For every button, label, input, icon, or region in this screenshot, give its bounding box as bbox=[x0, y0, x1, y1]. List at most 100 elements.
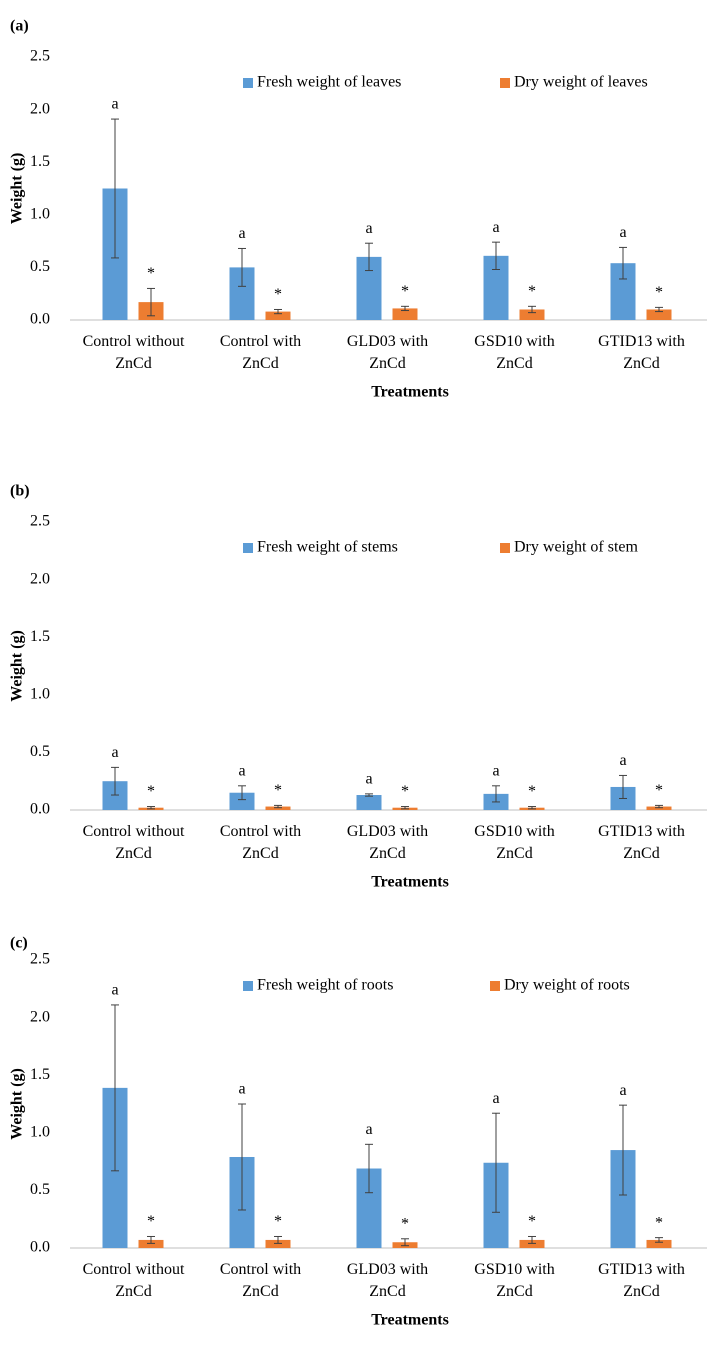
y-tick-label: 2.0 bbox=[30, 570, 50, 587]
significance-label: * bbox=[401, 783, 409, 800]
significance-label: * bbox=[147, 265, 155, 282]
x-axis-title: Treatments bbox=[371, 874, 449, 891]
significance-label: * bbox=[147, 783, 155, 800]
x-tick-line: ZnCd bbox=[623, 355, 659, 372]
x-tick-line: GLD03 with bbox=[347, 1261, 428, 1278]
x-tick-label: Control with ZnCd bbox=[220, 823, 301, 862]
x-tick-line: GTID13 with bbox=[598, 1261, 685, 1278]
x-axis-title: Treatments bbox=[371, 1312, 449, 1329]
y-tick-label: 1.0 bbox=[30, 1123, 50, 1140]
y-tick-label: 1.5 bbox=[30, 153, 50, 170]
x-axis-title: Treatments bbox=[371, 384, 449, 401]
significance-label: * bbox=[274, 782, 282, 799]
x-tick-line: ZnCd bbox=[242, 845, 278, 862]
y-tick-label: 0.5 bbox=[30, 1181, 50, 1198]
x-tick-line: ZnCd bbox=[115, 355, 151, 372]
y-tick-label: 1.5 bbox=[30, 1066, 50, 1083]
x-tick-line: GSD10 with bbox=[474, 823, 554, 840]
legend-label: Dry weight of roots bbox=[504, 977, 630, 994]
significance-label: * bbox=[528, 783, 536, 800]
significance-label: a bbox=[619, 224, 626, 241]
significance-label: a bbox=[492, 762, 499, 779]
x-tick-label: GLD03 with ZnCd bbox=[347, 1261, 428, 1300]
x-tick-line: Control with bbox=[220, 333, 301, 350]
significance-label: * bbox=[528, 283, 536, 300]
legend-label: Dry weight of stem bbox=[514, 539, 639, 556]
x-tick-line: GSD10 with bbox=[474, 333, 554, 350]
y-tick-label: 1.5 bbox=[30, 628, 50, 645]
x-tick-line: ZnCd bbox=[242, 355, 278, 372]
significance-label: * bbox=[274, 286, 282, 303]
significance-label: a bbox=[238, 762, 245, 779]
x-tick-label: GLD03 withZnCd bbox=[347, 333, 428, 372]
x-tick-line: GTID13 with bbox=[598, 333, 685, 350]
y-tick-label: 2.5 bbox=[30, 48, 50, 65]
significance-label: a bbox=[238, 1081, 245, 1098]
x-tick-label: GLD03 with ZnCd bbox=[347, 823, 428, 862]
bar bbox=[357, 795, 382, 810]
x-tick-label: GTID13 with ZnCd bbox=[598, 823, 685, 862]
y-tick-label: 0.0 bbox=[30, 1239, 50, 1256]
x-tick-line: ZnCd bbox=[623, 845, 659, 862]
x-tick-line: GLD03 with bbox=[347, 823, 428, 840]
y-tick-label: 2.5 bbox=[30, 951, 50, 968]
significance-label: a bbox=[492, 219, 499, 236]
x-tick-line: ZnCd bbox=[369, 845, 405, 862]
legend-label: Fresh weight of leaves bbox=[257, 74, 401, 91]
x-tick-label: Control without ZnCd bbox=[83, 1261, 185, 1300]
x-tick-line: Control with bbox=[220, 1261, 301, 1278]
panel-label: (b) bbox=[10, 483, 30, 500]
significance-label: a bbox=[111, 744, 118, 761]
y-tick-label: 1.0 bbox=[30, 685, 50, 702]
significance-label: a bbox=[111, 982, 118, 999]
significance-label: * bbox=[528, 1213, 536, 1230]
panel-label: (a) bbox=[10, 18, 29, 35]
significance-label: a bbox=[111, 96, 118, 113]
legend-swatch bbox=[243, 78, 253, 88]
x-tick-line: Control without bbox=[83, 333, 185, 350]
significance-label: a bbox=[365, 771, 372, 788]
y-tick-label: 0.0 bbox=[30, 801, 50, 818]
x-tick-label: GTID13 with ZnCd bbox=[598, 333, 685, 372]
y-tick-label: 2.0 bbox=[30, 100, 50, 117]
significance-label: a bbox=[619, 1082, 626, 1099]
x-tick-line: ZnCd bbox=[623, 1283, 659, 1300]
x-tick-line: GSD10 with bbox=[474, 1261, 554, 1278]
x-tick-line: Control without bbox=[83, 1261, 185, 1278]
x-tick-line: Control with bbox=[220, 823, 301, 840]
y-tick-label: 0.5 bbox=[30, 258, 50, 275]
x-tick-line: Control without bbox=[83, 823, 185, 840]
y-tick-label: 0.5 bbox=[30, 743, 50, 760]
x-tick-label: GTID13 with ZnCd bbox=[598, 1261, 685, 1300]
significance-label: a bbox=[619, 752, 626, 769]
significance-label: * bbox=[401, 1215, 409, 1232]
significance-label: a bbox=[492, 1090, 499, 1107]
y-tick-label: 0.0 bbox=[30, 311, 50, 328]
x-tick-line: ZnCd bbox=[496, 1283, 532, 1300]
x-tick-line: ZnCd bbox=[115, 1283, 151, 1300]
y-tick-label: 2.5 bbox=[30, 513, 50, 530]
x-tick-line: ZnCd bbox=[369, 1283, 405, 1300]
legend-label: Fresh weight of stems bbox=[257, 539, 398, 556]
significance-label: * bbox=[401, 283, 409, 300]
x-tick-line: GLD03 with bbox=[347, 333, 428, 350]
y-tick-label: 1.0 bbox=[30, 205, 50, 222]
figure: (a) Weight (g) 0.0 0.5 1.0 1.5 2.0 2.5 Fresh wei… bbox=[0, 0, 707, 1355]
x-tick-line: ZnCd bbox=[496, 355, 532, 372]
legend-label: Dry weight of leaves bbox=[514, 74, 648, 91]
legend-swatch bbox=[490, 981, 500, 991]
y-axis-title: Weight (g) bbox=[9, 153, 26, 225]
x-tick-label: Control with ZnCd bbox=[220, 1261, 301, 1300]
significance-label: a bbox=[238, 225, 245, 242]
x-tick-line: ZnCd bbox=[115, 845, 151, 862]
significance-label: * bbox=[147, 1213, 155, 1230]
y-axis-title: Weight (g) bbox=[9, 1068, 26, 1140]
x-tick-line: ZnCd bbox=[242, 1283, 278, 1300]
x-tick-label: Control with ZnCd bbox=[220, 333, 301, 372]
x-tick-label: GSD10 with ZnCd bbox=[474, 333, 554, 372]
legend-swatch bbox=[500, 78, 510, 88]
legend-swatch bbox=[500, 543, 510, 553]
legend-swatch bbox=[243, 543, 253, 553]
x-tick-line: GTID13 with bbox=[598, 823, 685, 840]
